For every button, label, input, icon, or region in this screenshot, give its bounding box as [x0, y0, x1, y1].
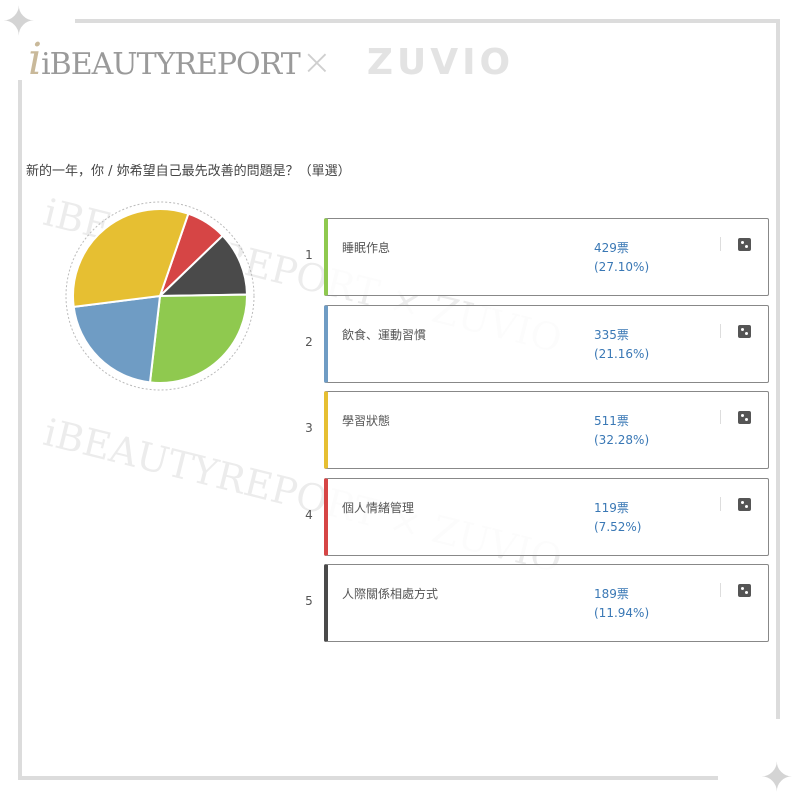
pie-slice	[157, 234, 249, 298]
pie-slice	[148, 293, 248, 384]
vote-percent: (7.52%)	[594, 519, 642, 534]
divider	[720, 237, 721, 251]
option-row: 2 飲食、運動習慣 335票 (21.16%)	[300, 304, 770, 383]
option-index: 5	[305, 594, 313, 608]
option-card[interactable]: 睡眠作息 429票 (27.10%)	[324, 218, 769, 296]
vote-percent: (21.16%)	[594, 346, 650, 361]
option-label: 睡眠作息	[342, 241, 391, 255]
frame-border-bottom	[18, 776, 718, 780]
question-title: 新的一年，你 / 妳希望自己最先改善的問題是？（單選）	[26, 164, 351, 179]
logo-separator: ×	[301, 42, 332, 83]
pie-slice	[72, 294, 162, 384]
vote-percent: (32.28%)	[594, 433, 650, 447]
brand-logo: iiBEAUTYREPORT× ZUVIO	[28, 34, 515, 85]
option-card[interactable]: 個人情緒管理 119票 (7.52%)	[324, 477, 769, 556]
option-row: 3 學習狀態 511票 (32.28%)	[300, 391, 770, 469]
option-row: 5 人際關係相處方式 189票 (11.94%)	[300, 564, 770, 642]
option-row: 4 個人情緒管理 119票 (7.52%)	[300, 477, 770, 556]
option-votes: 335票 (21.16%)	[594, 326, 649, 364]
vote-percent: (11.94%)	[594, 606, 650, 620]
random-pick-icon[interactable]	[738, 238, 751, 251]
option-label: 個人情緒管理	[342, 500, 415, 515]
option-votes: 189票 (11.94%)	[594, 585, 649, 623]
pie-outline	[65, 201, 255, 391]
frame-border-right	[776, 19, 780, 719]
zuvio-logo-text: ZUVIO	[366, 42, 515, 83]
option-label: 學習狀態	[342, 414, 391, 428]
option-card[interactable]: 學習狀態 511票 (32.28%)	[324, 391, 769, 469]
random-pick-icon[interactable]	[738, 324, 751, 338]
random-pick-icon[interactable]	[738, 411, 751, 424]
option-label: 飲食、運動習慣	[342, 327, 427, 342]
option-label: 人際關係相處方式	[342, 587, 439, 601]
random-pick-icon[interactable]	[738, 584, 751, 597]
divider	[720, 583, 721, 597]
sparkle-icon: ✦	[760, 755, 794, 801]
option-index: 2	[305, 334, 313, 349]
pie-chart	[65, 201, 255, 391]
vote-count: 511票	[594, 414, 629, 428]
divider	[720, 323, 721, 338]
vote-count: 119票	[594, 500, 629, 515]
sparkle-icon: ✦	[2, 0, 36, 45]
vote-count: 335票	[594, 327, 629, 342]
option-row: 1 睡眠作息 429票 (27.10%)	[300, 218, 770, 296]
option-index: 1	[305, 248, 313, 262]
vote-percent: (27.10%)	[594, 260, 650, 274]
vote-count: 429票	[594, 241, 629, 255]
vote-count: 189票	[594, 587, 629, 601]
frame-border-left	[18, 80, 22, 780]
option-card[interactable]: 飲食、運動習慣 335票 (21.16%)	[324, 304, 769, 383]
option-votes: 429票 (27.10%)	[594, 239, 649, 277]
option-card[interactable]: 人際關係相處方式 189票 (11.94%)	[324, 564, 769, 642]
pie-slice	[72, 208, 190, 309]
option-index: 4	[305, 507, 313, 522]
option-votes: 511票 (32.28%)	[594, 412, 649, 450]
random-pick-icon[interactable]	[738, 497, 751, 511]
logo-text: iBEAUTYREPORT	[41, 47, 301, 82]
option-index: 3	[305, 421, 313, 435]
divider	[720, 496, 721, 511]
frame-border-top	[75, 19, 780, 23]
divider	[720, 410, 721, 424]
option-votes: 119票 (7.52%)	[594, 499, 641, 537]
